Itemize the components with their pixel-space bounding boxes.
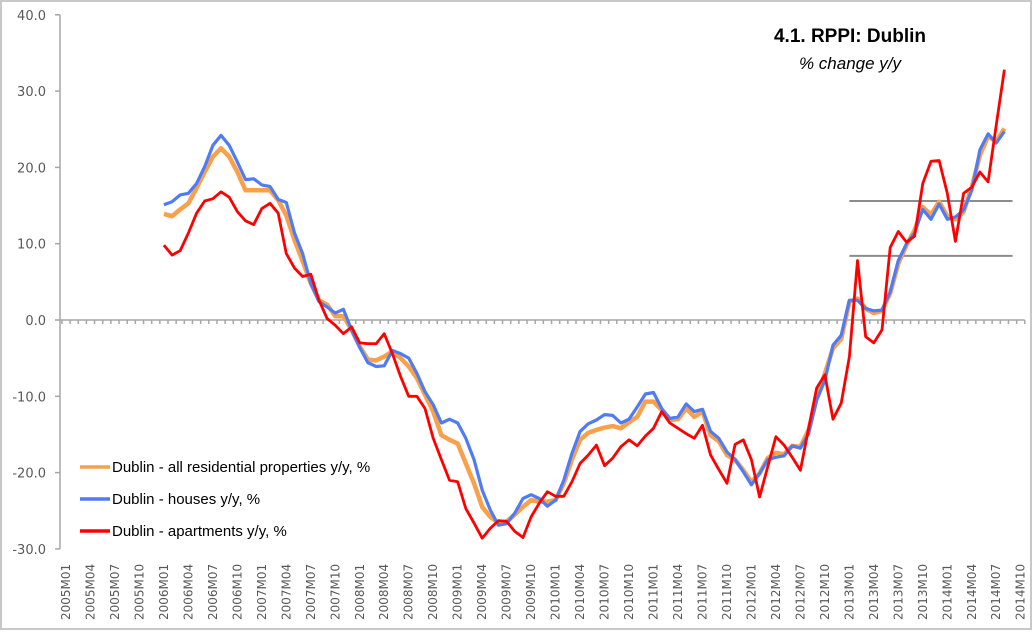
x-tick-label: 2013M04 (867, 564, 881, 620)
x-tick-label: 2005M07 (108, 564, 122, 620)
x-tick-label: 2012M01 (744, 564, 758, 620)
y-tick-label: -30.0 (12, 543, 46, 558)
x-tick-label: 2007M07 (304, 564, 318, 620)
x-tick-label: 2008M10 (426, 564, 440, 620)
chart-title: 4.1. RPPI: Dublin (774, 26, 926, 47)
x-tick-label: 2007M01 (255, 564, 269, 620)
axes (55, 14, 1026, 550)
x-tick-label: 2011M07 (695, 564, 709, 620)
x-tick-label: 2013M07 (891, 564, 905, 620)
x-tick-label: 2010M10 (622, 564, 636, 620)
x-tick-label: 2011M10 (720, 564, 734, 620)
x-tick-label: 2005M01 (59, 564, 73, 620)
x-tick-label: 2014M01 (940, 564, 954, 620)
x-tick-label: 2009M04 (475, 564, 489, 620)
x-tick-label: 2006M01 (157, 564, 171, 620)
x-tick-label: 2014M10 (1014, 564, 1028, 620)
x-tick-label: 2012M04 (769, 564, 783, 620)
legend-label: Dublin - all residential properties y/y,… (112, 459, 370, 476)
x-tick-label: 2010M01 (549, 564, 563, 620)
x-tick-label: 2005M10 (132, 564, 146, 620)
x-tick-label: 2007M10 (328, 564, 342, 620)
x-tick-label: 2010M04 (573, 564, 587, 620)
y-tick-label: 10.0 (17, 238, 46, 253)
x-tick-label: 2008M01 (353, 564, 367, 620)
y-tick-labels: 40.0 30.0 20.0 10.0 0.0 -10.0 -20.0 -30.0 (12, 9, 46, 558)
legend-label: Dublin - houses y/y, % (112, 491, 260, 508)
x-tick-label: 2011M04 (671, 564, 685, 620)
x-tick-label: 2012M07 (793, 564, 807, 620)
x-tick-label: 2009M07 (500, 564, 514, 620)
y-tick-label: 40.0 (17, 9, 46, 24)
y-tick-label: 30.0 (17, 85, 46, 100)
x-tick-label: 2008M04 (377, 564, 391, 620)
series-line-2 (163, 130, 1006, 527)
legend-item: Dublin - apartments y/y, % (80, 523, 287, 540)
x-tick-label: 2014M07 (989, 564, 1003, 620)
y-tick-label: 20.0 (17, 161, 46, 176)
legend: Dublin - all residential properties y/y,… (80, 459, 370, 540)
x-tick-label: 2006M07 (206, 564, 220, 620)
x-tick-label: 2008M07 (402, 564, 416, 620)
legend-item: Dublin - houses y/y, % (80, 491, 260, 508)
x-tick-label: 2014M04 (965, 564, 979, 620)
x-tick-label: 2011M01 (647, 564, 661, 620)
x-tick-label: 2006M10 (230, 564, 244, 620)
legend-item: Dublin - all residential properties y/y,… (80, 459, 370, 476)
x-tick-label: 2006M04 (181, 564, 195, 620)
x-tick-label: 2007M04 (279, 564, 293, 620)
x-tick-label: 2013M01 (842, 564, 856, 620)
y-tick-label: -10.0 (12, 390, 46, 405)
x-tick-label: 2010M07 (598, 564, 612, 620)
series-lines (162, 69, 1007, 540)
legend-label: Dublin - apartments y/y, % (112, 523, 287, 540)
x-tick-labels: 2005M01 2005M04 2005M07 2005M10 2006M01 2006M… (59, 564, 1028, 620)
y-tick-label: -20.0 (12, 467, 46, 482)
x-tick-label: 2009M10 (524, 564, 538, 620)
series-line-3 (162, 69, 1006, 540)
reference-lines (849, 199, 1013, 257)
x-tick-label: 2009M01 (451, 564, 465, 620)
x-tick-label: 2005M04 (83, 564, 97, 620)
x-tick-label: 2013M10 (916, 564, 930, 620)
y-tick-label: 0.0 (25, 314, 46, 329)
chart-subtitle: % change y/y (799, 54, 903, 73)
x-tick-label: 2012M10 (818, 564, 832, 620)
